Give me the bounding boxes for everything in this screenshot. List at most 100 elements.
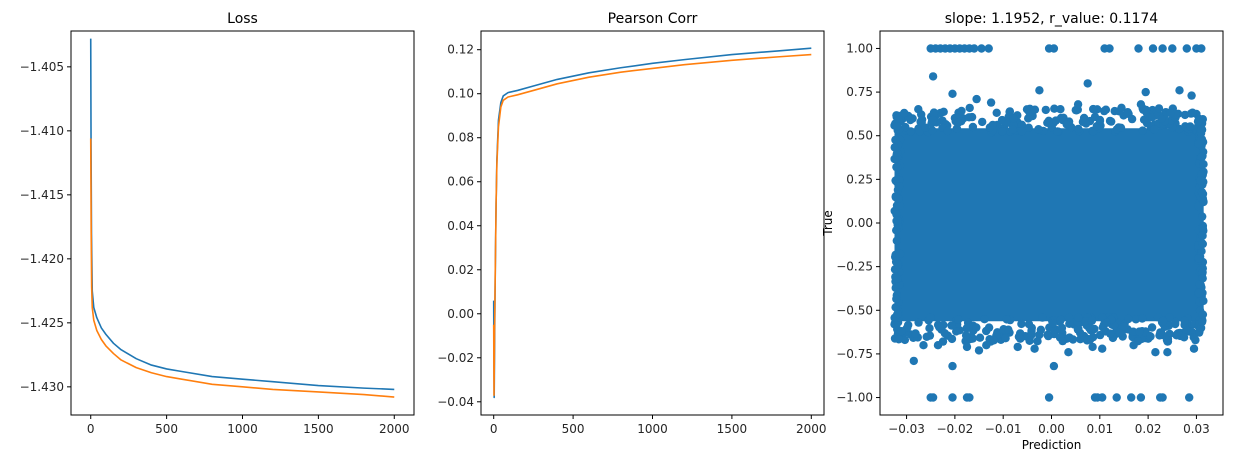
scatter-point [1168, 44, 1177, 53]
scatter-point [1194, 254, 1203, 263]
scatter-point [1136, 100, 1146, 109]
scatter-point [1179, 333, 1189, 342]
series-line-1 [492, 47, 812, 399]
scatter-point [1197, 152, 1207, 162]
scatter-point [948, 361, 957, 371]
scatter-point [893, 122, 902, 131]
scatter-point [978, 117, 987, 127]
scatter-point [1134, 44, 1143, 53]
scatter-point [1187, 91, 1196, 100]
x-tick-label: 1500 [717, 422, 748, 436]
scatter-point [911, 329, 920, 338]
scatter-point [1065, 333, 1074, 342]
scatter-point [895, 201, 905, 210]
scatter-point [1044, 116, 1054, 126]
series-line-2 [492, 53, 812, 396]
scatter-point [892, 294, 901, 304]
scatter-point [1088, 342, 1097, 352]
scatter-point [1141, 87, 1150, 97]
scatter-point [1189, 333, 1198, 342]
scatter-point [1017, 120, 1027, 129]
scatter-point [972, 323, 981, 332]
scatter-point [1089, 104, 1098, 114]
y-tick-label: −0.02 [437, 351, 474, 365]
scatter-point [1024, 123, 1033, 132]
y-tick-label: 0.04 [447, 219, 474, 233]
x-axis-label: Prediction [1022, 438, 1082, 452]
y-tick-label: −0.75 [836, 347, 873, 361]
scatter-point [1023, 114, 1033, 123]
scatter-point [980, 315, 989, 324]
y-tick-label: −1.415 [20, 188, 64, 202]
scatter-point [1098, 344, 1107, 353]
scatter-point [1151, 348, 1160, 357]
y-tick-label: −0.04 [437, 395, 474, 409]
chart-title: Pearson Corr [608, 11, 698, 27]
scatter-point [1005, 107, 1015, 116]
scatter-point [1198, 239, 1208, 249]
scatter-point [1189, 344, 1199, 353]
scatter-point [1186, 122, 1195, 131]
chart-title: Loss [227, 11, 258, 27]
scatter-point [1197, 317, 1207, 327]
scatter-point [947, 334, 957, 344]
scatter-point [1182, 44, 1192, 53]
scatter-point [1062, 120, 1071, 129]
scatter-point [1123, 108, 1132, 117]
y-tick-label: 0.50 [846, 129, 873, 143]
scatter-point [1017, 127, 1027, 136]
scatter-point [1171, 317, 1180, 327]
scatter-point [982, 326, 991, 336]
scatter-point [952, 327, 961, 336]
scatter-point [965, 103, 974, 113]
scatter-point [1193, 117, 1203, 126]
scatter-point [961, 331, 971, 340]
scatter-point [925, 324, 934, 333]
scatter-point [1141, 105, 1151, 115]
chart-title: slope: 1.1952, r_value: 0.1174 [945, 11, 1159, 27]
scatter-point [1004, 325, 1013, 334]
scatter-point [900, 108, 909, 118]
scatter-point [1157, 114, 1166, 124]
scatter-point [1033, 337, 1042, 346]
x-tick-label: 0 [490, 422, 498, 436]
scatter-point [1017, 319, 1026, 329]
scatter-point [1194, 288, 1204, 298]
series-line-2 [89, 138, 395, 398]
scatter-point [1038, 313, 1047, 322]
y-tick-label: 1.00 [846, 41, 873, 55]
scatter-point [975, 333, 985, 342]
y-tick-label: −0.25 [836, 260, 873, 274]
scatter-point [890, 143, 899, 152]
scatter-point [947, 321, 956, 330]
scatter-point [1088, 332, 1098, 342]
plot-area [492, 47, 812, 399]
scatter-point [1074, 324, 1083, 333]
y-tick-label: 0.08 [447, 131, 474, 145]
scatter-point [1196, 125, 1206, 134]
scatter-point [895, 182, 904, 191]
scatter-point [1198, 268, 1207, 277]
scatter-point [919, 341, 928, 350]
scatter-point [1074, 124, 1083, 134]
scatter-point [1198, 212, 1207, 221]
scatter-point [906, 115, 915, 125]
plot-area [890, 44, 1208, 402]
scatter-point [1116, 123, 1126, 132]
scatter-point [928, 126, 937, 135]
scatter-point [1100, 106, 1109, 116]
scatter-point [948, 89, 957, 99]
scatter-point [1002, 315, 1011, 324]
scatter-point [1098, 393, 1107, 402]
scatter-point [986, 98, 996, 107]
scatter-point [909, 356, 918, 366]
scatter-point [1198, 231, 1207, 240]
scatter-point [1182, 326, 1191, 335]
scatter-point [972, 94, 981, 104]
y-tick-label: −1.425 [20, 316, 64, 330]
scatter-point [1194, 139, 1203, 148]
scatter-point [1036, 325, 1046, 334]
scatter-point [965, 393, 974, 402]
axes-frame [70, 30, 415, 416]
